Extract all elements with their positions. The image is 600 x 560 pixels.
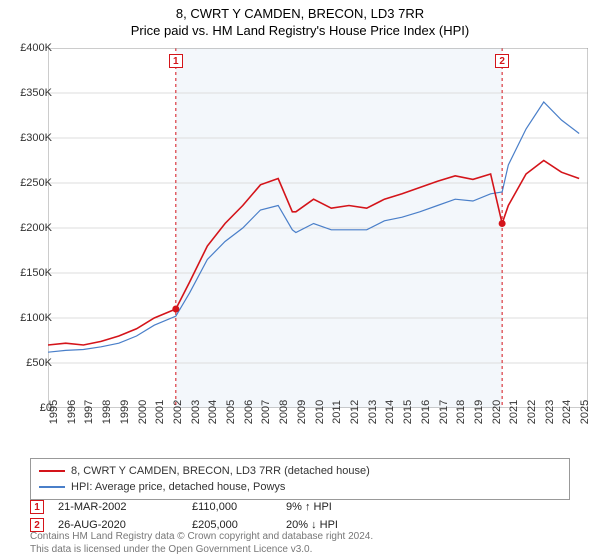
x-tick-label: 2015: [402, 400, 414, 424]
marker-dot: [172, 306, 179, 313]
x-tick-label: 2010: [314, 400, 326, 424]
x-tick-label: 2022: [526, 400, 538, 424]
x-tick-label: 2003: [190, 400, 202, 424]
x-tick-label: 1995: [48, 400, 60, 424]
x-tick-label: 2004: [207, 400, 219, 424]
marker-label-2: 2: [495, 54, 509, 68]
y-tick-label: £100K: [20, 312, 52, 324]
footer-line2: This data is licensed under the Open Gov…: [30, 543, 373, 556]
legend-row: 8, CWRT Y CAMDEN, BRECON, LD3 7RR (detac…: [39, 463, 561, 479]
x-tick-label: 2017: [438, 400, 450, 424]
x-tick-label: 2007: [260, 400, 272, 424]
x-tick-label: 2019: [473, 400, 485, 424]
chart-title: 8, CWRT Y CAMDEN, BRECON, LD3 7RR: [0, 0, 600, 21]
x-tick-label: 2018: [455, 400, 467, 424]
x-tick-label: 2013: [367, 400, 379, 424]
transaction-date: 21-MAR-2002: [58, 501, 178, 513]
footer-text: Contains HM Land Registry data © Crown c…: [30, 530, 373, 556]
x-tick-label: 2011: [331, 400, 343, 424]
y-tick-label: £150K: [20, 267, 52, 279]
y-tick-label: £250K: [20, 177, 52, 189]
x-tick-label: 2014: [384, 400, 396, 424]
x-tick-label: 2016: [420, 400, 432, 424]
y-tick-label: £200K: [20, 222, 52, 234]
chart-subtitle: Price paid vs. HM Land Registry's House …: [0, 21, 600, 38]
legend-label: 8, CWRT Y CAMDEN, BRECON, LD3 7RR (detac…: [71, 465, 370, 477]
x-tick-label: 2000: [137, 400, 149, 424]
chart-svg: [48, 48, 588, 408]
y-tick-label: £400K: [20, 42, 52, 54]
x-tick-label: 2002: [172, 400, 184, 424]
x-tick-label: 1999: [119, 400, 131, 424]
x-tick-label: 1996: [66, 400, 78, 424]
x-tick-label: 2006: [243, 400, 255, 424]
x-tick-label: 2009: [296, 400, 308, 424]
marker-dot: [499, 220, 506, 227]
legend-swatch: [39, 470, 65, 472]
y-tick-label: £350K: [20, 87, 52, 99]
x-tick-label: 2020: [491, 400, 503, 424]
transaction-row: 1 21-MAR-2002 £110,000 9% ↑ HPI: [30, 500, 386, 514]
legend-label: HPI: Average price, detached house, Powy…: [71, 481, 285, 493]
x-tick-label: 2024: [561, 400, 573, 424]
x-tick-label: 2005: [225, 400, 237, 424]
x-tick-label: 2008: [278, 400, 290, 424]
x-tick-label: 2023: [544, 400, 556, 424]
x-tick-label: 1998: [101, 400, 113, 424]
transaction-marker: 1: [30, 500, 44, 514]
chart-area: 12: [48, 48, 588, 408]
y-tick-label: £300K: [20, 132, 52, 144]
chart-container: 8, CWRT Y CAMDEN, BRECON, LD3 7RR Price …: [0, 0, 600, 560]
x-tick-label: 2025: [579, 400, 591, 424]
x-tick-label: 2021: [508, 400, 520, 424]
transaction-price: £110,000: [192, 501, 272, 513]
marker-label-1: 1: [169, 54, 183, 68]
footer-line1: Contains HM Land Registry data © Crown c…: [30, 530, 373, 543]
legend-row: HPI: Average price, detached house, Powy…: [39, 479, 561, 495]
x-tick-label: 2012: [349, 400, 361, 424]
y-tick-label: £50K: [26, 357, 52, 369]
x-tick-label: 1997: [83, 400, 95, 424]
x-tick-label: 2001: [154, 400, 166, 424]
legend-swatch: [39, 486, 65, 488]
transaction-pct: 9% ↑ HPI: [286, 501, 386, 513]
legend-box: 8, CWRT Y CAMDEN, BRECON, LD3 7RR (detac…: [30, 458, 570, 500]
